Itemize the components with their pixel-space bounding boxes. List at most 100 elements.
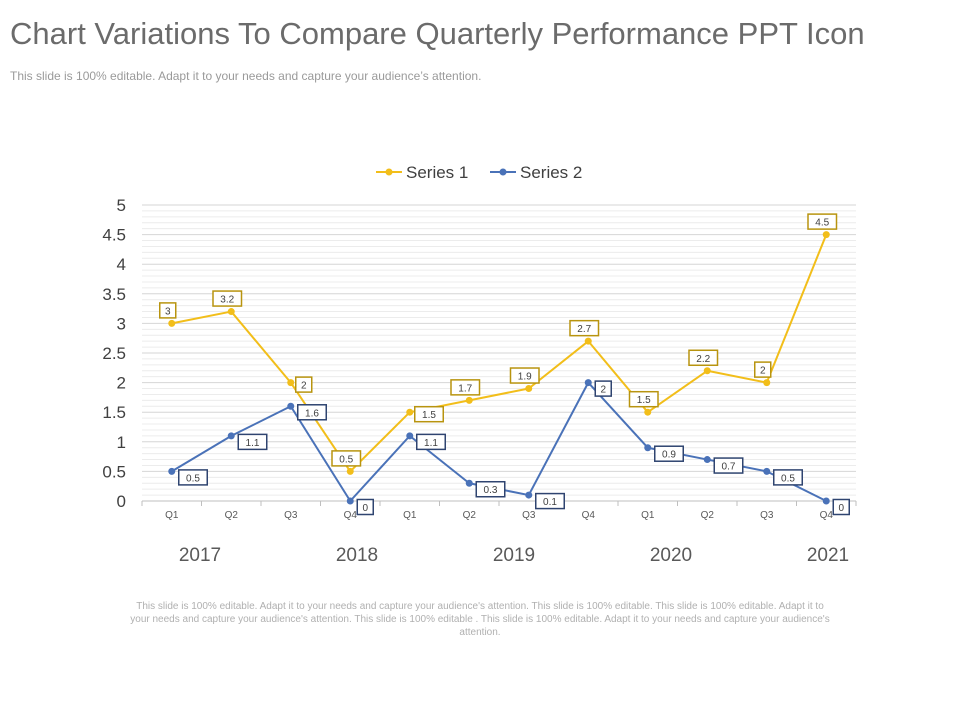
data-label: 1.5: [414, 405, 444, 423]
data-label: 0: [832, 498, 850, 516]
data-point: [763, 467, 771, 475]
data-label-text: 0.9: [662, 450, 676, 461]
legend-label: Series 2: [520, 163, 582, 182]
x-tick-label: Q1: [165, 510, 179, 521]
chart-axes: 0 0.5 1 1.5 2 2.5 3 3.5 4 4.5 5 Q1 Q2 Q3 Q4 Q1 Q2 Q3 Q4 Q1 Q…: [102, 196, 857, 566]
slide-subtitle: This slide is 100% editable. Adapt it to…: [10, 69, 482, 83]
year-label: 2021: [807, 545, 849, 566]
data-label: 0.3: [475, 480, 506, 498]
data-label-text: 0.5: [186, 473, 200, 484]
data-point: [168, 467, 176, 475]
data-label-box: [628, 390, 659, 408]
data-label-box: [295, 376, 313, 393]
legend-marker: [499, 168, 507, 176]
data-label-box: [654, 445, 684, 462]
data-label: 0.1: [535, 492, 565, 510]
y-tick-label: 5: [117, 196, 126, 215]
data-label: 1.9: [509, 367, 540, 384]
data-label-text: 2: [600, 385, 606, 396]
y-tick-label: 3: [117, 314, 126, 333]
data-label-text: 0: [838, 503, 844, 514]
line-chart: 0 0.5 1 1.5 2 2.5 3 3.5 4 4.5 5 Q1 Q2 Q3 Q4 Q1 Q2 Q3 Q4 Q1 Q…: [102, 163, 857, 566]
y-tick-label: 0.5: [102, 462, 126, 481]
data-label-text: 0: [362, 503, 368, 514]
data-label-box: [414, 405, 444, 423]
data-label-text: 3: [165, 306, 171, 317]
data-point: [346, 467, 354, 475]
data-label-text: 0.5: [781, 473, 795, 484]
data-point: [227, 308, 235, 316]
y-tick-label: 2.5: [102, 344, 126, 363]
data-label-text: 0.5: [339, 454, 353, 465]
x-tick-label: Q4: [820, 510, 834, 521]
data-label-text: 2.2: [696, 354, 710, 365]
data-label-text: 4.5: [815, 218, 829, 229]
data-point: [644, 444, 652, 452]
x-tick-label: Q3: [522, 510, 536, 521]
y-tick-label: 0: [117, 492, 126, 511]
legend-entry: Series 2: [490, 163, 582, 182]
data-label: 2.2: [688, 349, 719, 367]
data-label-text: 2: [760, 366, 766, 377]
y-tick-label: 2: [117, 374, 126, 393]
x-tick-label: Q2: [463, 510, 477, 521]
slide-footer-text: This slide is 100% editable. Adapt it to…: [130, 601, 830, 638]
data-label-text: 1.9: [518, 372, 532, 383]
y-tick-label: 4.5: [102, 226, 126, 245]
data-label-text: 1.6: [305, 408, 319, 419]
chart-legend: Series 1 Series 2: [376, 163, 582, 182]
chart-gridlines: [142, 204, 856, 502]
data-label-box: [688, 349, 719, 367]
data-point: [465, 396, 473, 404]
data-label: 4.5: [807, 213, 838, 230]
data-label-text: 2: [301, 381, 307, 392]
year-label: 2019: [493, 545, 535, 566]
data-point: [703, 456, 711, 464]
data-label-text: 1.5: [637, 395, 651, 406]
data-point: [525, 491, 533, 499]
y-tick-label: 1.5: [102, 403, 126, 422]
data-label-box: [509, 367, 540, 384]
data-label: 0.5: [773, 469, 803, 486]
data-point: [287, 402, 295, 410]
data-point: [406, 408, 414, 416]
x-tick-label: Q2: [701, 510, 715, 521]
data-label-box: [773, 469, 803, 486]
data-label: 2: [295, 376, 313, 393]
data-label-text: 0.1: [543, 497, 557, 508]
data-label: 1.1: [237, 433, 268, 451]
legend-entry: Series 1: [376, 163, 468, 182]
data-label-box: [832, 498, 850, 516]
data-label-box: [212, 290, 243, 307]
data-label-text: 2.7: [577, 324, 591, 335]
data-label-box: [535, 492, 565, 510]
data-label-text: 0.7: [722, 462, 736, 473]
y-tick-label: 3.5: [102, 285, 126, 304]
data-label: 2: [754, 361, 772, 378]
slide-title: Chart Variations To Compare Quarterly Pe…: [10, 16, 865, 51]
data-label: 2.7: [569, 319, 600, 337]
series-line: [171, 234, 828, 473]
data-point: [287, 379, 295, 387]
data-label-box: [356, 498, 374, 516]
data-label-text: 3.2: [220, 295, 234, 306]
data-point: [763, 379, 771, 387]
data-label-text: 1.7: [458, 383, 472, 394]
data-label: 3.2: [212, 290, 243, 307]
data-label-text: 0.3: [484, 485, 498, 496]
data-label: 0.5: [178, 469, 208, 486]
data-label-text: 1.1: [424, 438, 438, 449]
data-label: 1.7: [450, 379, 481, 396]
data-label-box: [237, 433, 268, 451]
y-tick-label: 4: [117, 255, 126, 274]
data-point: [584, 337, 592, 345]
x-tick-label: Q3: [760, 510, 774, 521]
data-point: [168, 319, 176, 327]
data-label-box: [416, 433, 446, 451]
data-label-box: [807, 213, 838, 230]
data-point: [465, 479, 473, 487]
data-point: [703, 367, 711, 375]
data-point: [406, 432, 414, 440]
data-label-text: 1.5: [422, 410, 436, 421]
year-label: 2018: [336, 545, 378, 566]
